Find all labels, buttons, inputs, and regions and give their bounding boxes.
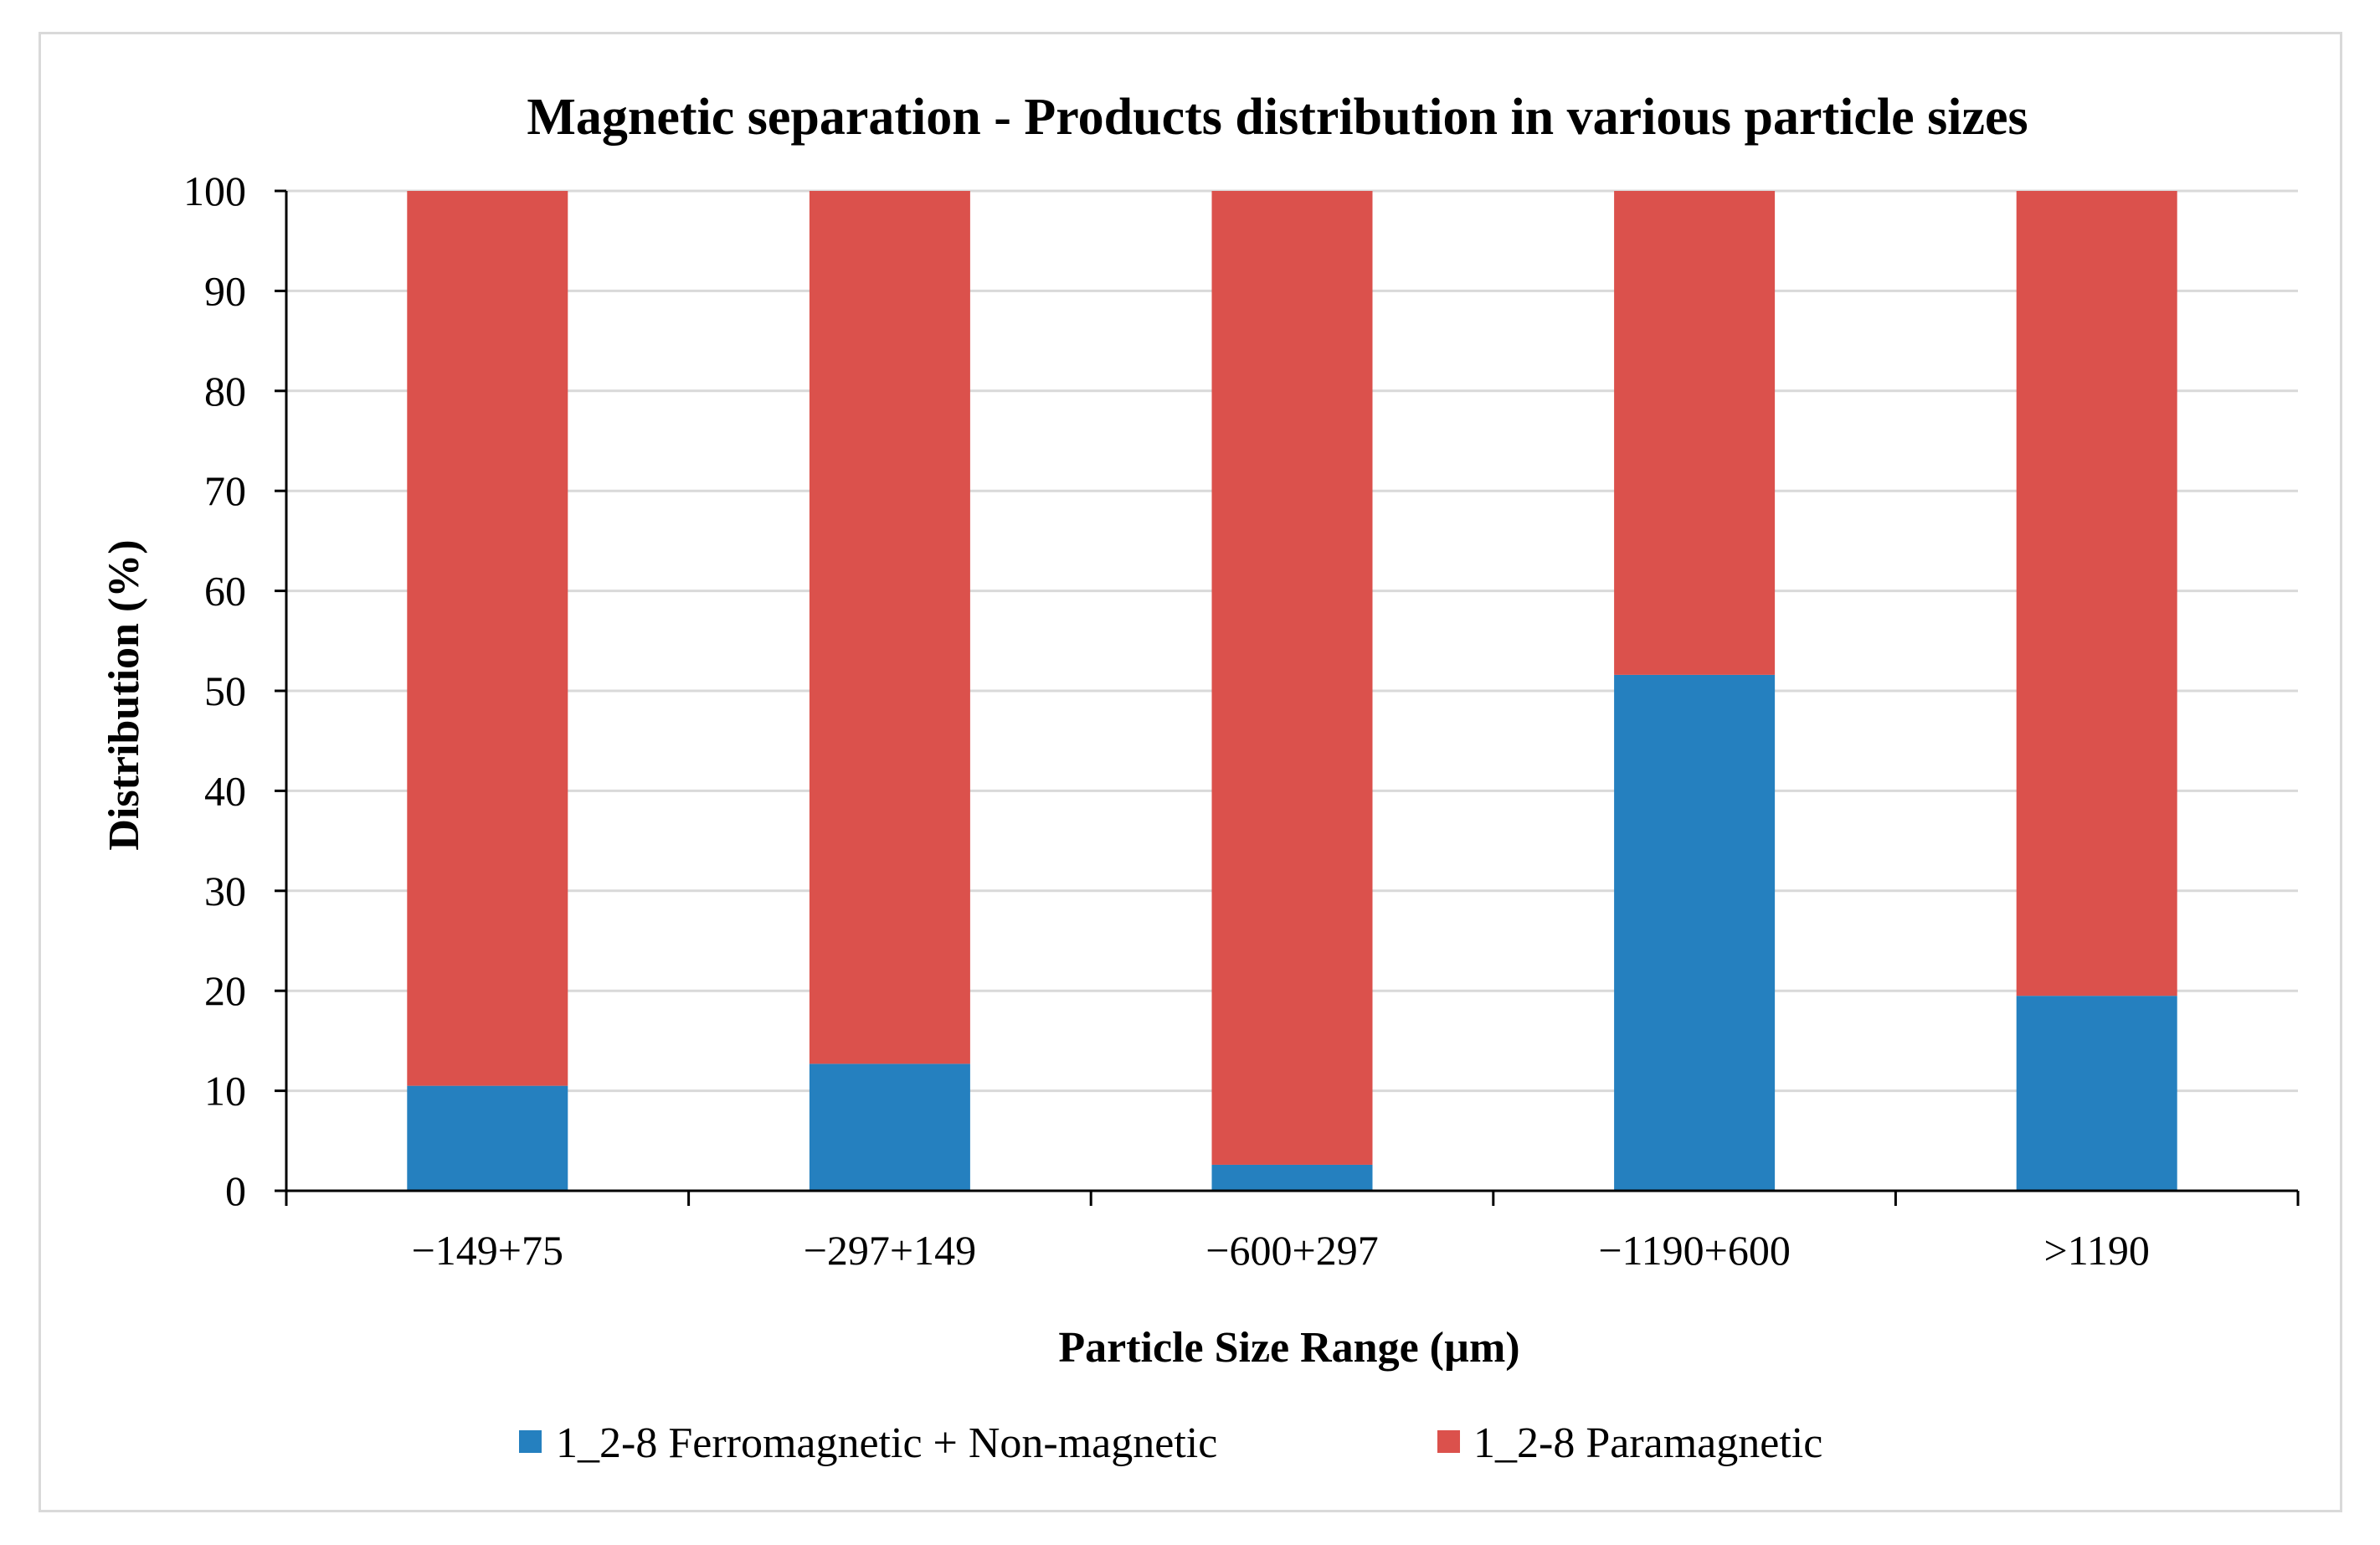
y-tick-label-60: 60 [204,568,246,615]
y-tick-label-30: 30 [204,868,246,914]
bar-ferromagnetic-1 [809,1063,970,1191]
legend-label-ferromagnetic: 1_2-8 Ferromagnetic + Non-magnetic [556,1419,1217,1467]
y-tick-label-40: 40 [204,767,246,814]
chart-title: Magnetic separation - Products distribut… [527,89,2028,146]
y-tick-label-100: 100 [183,167,246,214]
y-tick-label-20: 20 [204,967,246,1014]
y-tick-label-50: 50 [204,667,246,714]
x-axis-title: Particle Size Range (µm) [1058,1324,1519,1372]
legend-swatch-paramagnetic [1437,1430,1460,1453]
y-tick-label-80: 80 [204,368,246,415]
y-tick-label-0: 0 [225,1167,246,1214]
x-tick-label-2: −600+297 [1205,1227,1378,1274]
bar-paramagnetic-4 [2016,191,2177,997]
bar-ferromagnetic-0 [407,1085,568,1191]
x-tick-label-3: −1190+600 [1598,1227,1791,1274]
bar-ferromagnetic-4 [2016,996,2177,1191]
bar-paramagnetic-0 [407,191,568,1086]
x-tick-label-0: −149+75 [412,1227,563,1274]
x-tick-labels: −149+75 −297+149 −600+297 −1190+600 >1190 [412,1227,2150,1274]
bar-ferromagnetic-2 [1211,1164,1373,1191]
bar-ferromagnetic-3 [1614,674,1776,1191]
bar-paramagnetic-2 [1211,191,1373,1165]
y-tick-label-70: 70 [204,467,246,514]
bar-paramagnetic-1 [809,191,970,1064]
axes [275,189,2300,1206]
legend-label-paramagnetic: 1_2-8 Paramagnetic [1473,1419,1822,1467]
x-tick-label-1: −297+149 [804,1227,976,1274]
y-axis-title: Distribution (%) [100,539,148,850]
y-tick-label-90: 90 [204,267,246,314]
y-tick-label-10: 10 [204,1068,246,1115]
y-tick-labels: 0 10 20 30 40 50 60 70 80 90 100 [183,167,246,1214]
bars [407,191,2177,1191]
legend: 1_2-8 Ferromagnetic + Non-magnetic 1_2-8… [519,1419,1822,1467]
x-tick-label-4: >1190 [2044,1227,2150,1274]
legend-swatch-ferromagnetic [519,1430,542,1453]
bar-paramagnetic-3 [1614,191,1776,675]
